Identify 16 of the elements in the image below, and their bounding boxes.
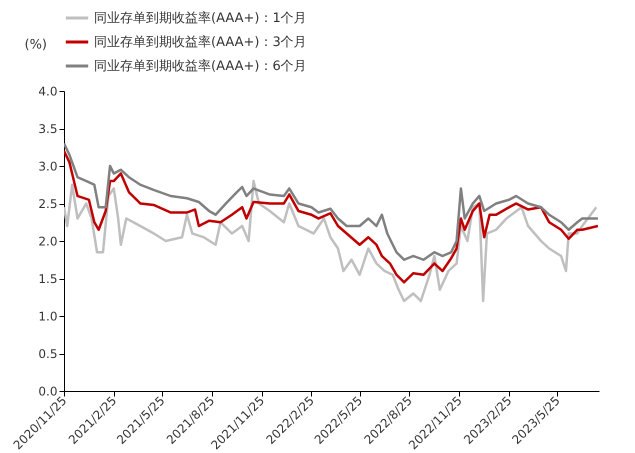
line-series — [64, 180, 598, 302]
legend-label: 同业存单到期收益率(AAA+)：1个月 — [94, 10, 307, 26]
line-series — [64, 150, 599, 284]
y-tick-label: 4.0 — [38, 84, 58, 98]
y-tick-label: 1.5 — [38, 272, 58, 286]
legend-label: 同业存单到期收益率(AAA+)：3个月 — [94, 34, 307, 50]
y-tick-label: 3.5 — [38, 122, 58, 136]
line-series — [64, 142, 599, 261]
y-tick-label: 2.0 — [38, 234, 58, 248]
y-tick-label: 2.5 — [38, 197, 58, 211]
y-tick-label: 0.0 — [38, 384, 58, 398]
y-tick-label: 1.0 — [38, 310, 58, 324]
y-tick-label: 3.0 — [38, 160, 58, 174]
y-axis-title: (%) — [24, 38, 47, 52]
legend-label: 同业存单到期收益率(AAA+)：6个月 — [94, 58, 307, 74]
y-tick-label: 0.5 — [38, 347, 58, 361]
